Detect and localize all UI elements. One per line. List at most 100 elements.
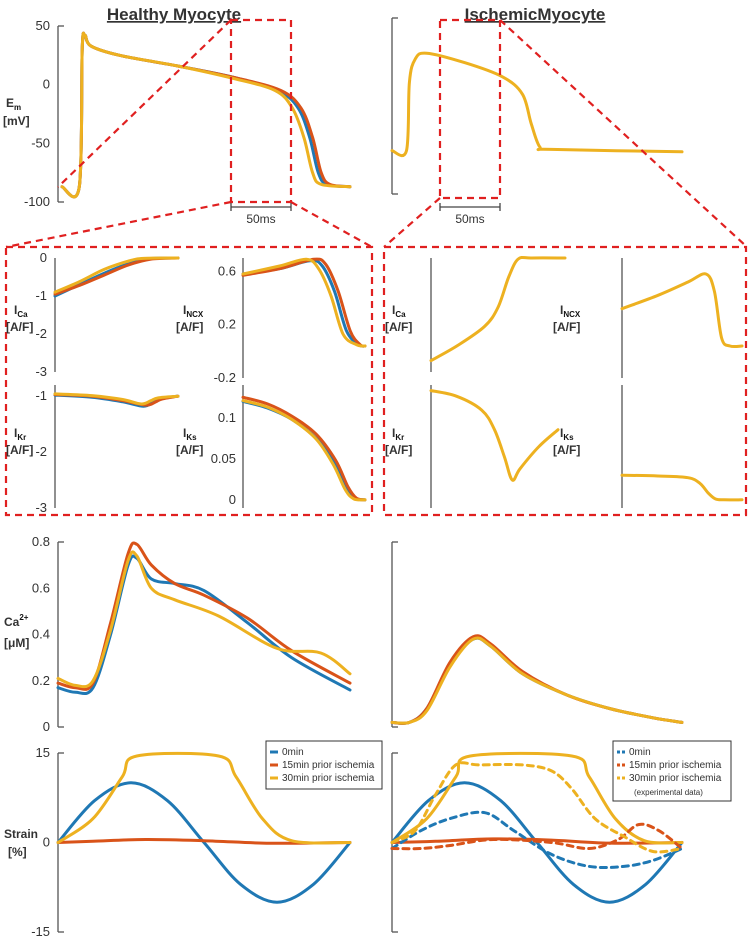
healthy-title: Healthy Myocyte <box>107 5 241 24</box>
legend-ischemic-2: 30min prior ischemia <box>629 773 722 784</box>
svg-text:ICa: ICa <box>392 303 406 319</box>
iks-healthy-series <box>241 395 367 502</box>
ischemic-zoom-box <box>438 18 502 200</box>
ikr-label: IKr <box>14 426 26 442</box>
ca-healthy-yticks: 0.8 0.6 0.4 0.2 0 <box>32 534 50 734</box>
ikr-healthy-series-2 <box>53 392 180 406</box>
legend-ischemic-note: (experimental data) <box>634 788 703 797</box>
strain-healthy-yticks: 15 0 -15 <box>31 745 50 939</box>
ikr-healthy-ytick-2: -3 <box>35 500 47 515</box>
ca-healthy-ytick-0: 0.8 <box>32 534 50 549</box>
iks-healthy-ytick-1: 0.05 <box>211 451 236 466</box>
strain-healthy-series-0 <box>56 781 352 904</box>
ca-healthy-series-2 <box>56 550 352 689</box>
ca-ischemic-series <box>390 634 684 725</box>
incx-ischemic-series-0 <box>620 272 744 349</box>
ca-unit: [μM] <box>4 636 29 650</box>
incx-unit: [A/F] <box>176 320 203 334</box>
incx-healthy-ytick-0: 0.6 <box>218 263 236 278</box>
healthy-zoom-box <box>229 18 293 204</box>
ica-healthy-panel: ICa [A/F] 0 -1 -2 -3 <box>6 250 180 379</box>
ikr-unit: [A/F] <box>6 443 33 457</box>
incx-healthy-series <box>241 257 367 348</box>
strain-healthy-ytick-1: 0 <box>43 835 50 850</box>
healthy-scale-bar: 50ms <box>230 203 292 226</box>
iks-healthy-panel: IKs [A/F] 0.1 0.05 0 <box>176 385 367 508</box>
strain-ischemic-series-4 <box>390 822 684 851</box>
svg-text:INCX: INCX <box>560 303 581 319</box>
ca-healthy-ytick-2: 0.4 <box>32 627 50 642</box>
iks-healthy-yticks: 0.1 0.05 0 <box>211 410 236 507</box>
strain-healthy-series-2 <box>56 751 352 845</box>
em-healthy-series <box>60 31 352 199</box>
em-ischemic-panel <box>390 17 684 195</box>
strain-unit: [%] <box>8 845 27 859</box>
svg-text:IKr: IKr <box>392 426 404 442</box>
ikr-ischemic-series-0 <box>429 389 560 482</box>
strain-healthy-ytick-2: -15 <box>31 924 50 939</box>
iks-healthy-ytick-2: 0 <box>229 492 236 507</box>
strain-ischemic-series-3 <box>390 810 684 870</box>
ca-healthy-panel: Ca2+ [μM] 0.8 0.6 0.4 0.2 0 <box>4 534 352 734</box>
ca-healthy-series <box>56 541 352 696</box>
em-ischemic-series-0 <box>390 51 684 158</box>
iks-unit: [A/F] <box>176 443 203 457</box>
ca-ischemic-panel <box>390 541 684 728</box>
em-healthy-yticks: 50 0 -50 -100 <box>24 18 50 209</box>
strain-ischemic-series <box>390 751 684 904</box>
zoom-indicators <box>4 18 748 517</box>
strain-healthy-series <box>56 751 352 904</box>
incx-healthy-yticks: 0.6 0.2 -0.2 <box>214 263 236 385</box>
legend-ischemic-0: 0min <box>629 747 651 758</box>
em-healthy-ytick-3: -100 <box>24 194 50 209</box>
iks-label: IKs <box>183 426 197 442</box>
legend-healthy-0: 0min <box>282 747 304 758</box>
ischemic-scale-bar: 50ms <box>439 203 501 226</box>
ca-ischemic-series-2 <box>390 636 684 725</box>
ikr-healthy-ytick-1: -2 <box>35 444 47 459</box>
ca-ischemic-series-1 <box>390 634 684 725</box>
ica-ischemic-panel: ICa [A/F] <box>385 255 567 372</box>
em-ischemic-series <box>390 51 684 158</box>
incx-healthy-panel: INCX [A/F] 0.6 0.2 -0.2 <box>176 257 367 385</box>
healthy-current-box <box>4 245 374 517</box>
ica-healthy-series <box>53 256 180 298</box>
ischemic-scale-label: 50ms <box>455 212 484 226</box>
legend-healthy: 0min 15min prior ischemia 30min prior is… <box>265 740 383 790</box>
ischemic-current-box <box>382 245 748 517</box>
strain-ischemic-series-5 <box>390 761 684 854</box>
ikr-healthy-panel: IKr [A/F] -1 -2 -3 <box>6 385 180 515</box>
ca-label: Ca2+ <box>4 613 29 629</box>
strain-ischemic-series-2 <box>390 751 684 845</box>
ica-ischemic-series-0 <box>429 255 567 363</box>
incx-healthy-series-2 <box>241 257 367 348</box>
incx-ischemic-series <box>620 272 744 349</box>
ica-label: ICa <box>14 303 28 319</box>
ca-healthy-ytick-4: 0 <box>43 719 50 734</box>
strain-healthy-ytick-0: 15 <box>36 745 50 760</box>
ca-healthy-ytick-3: 0.2 <box>32 673 50 688</box>
strain-ischemic-panel <box>390 751 684 933</box>
ica-healthy-series-2 <box>53 256 180 294</box>
em-healthy-panel: Em [mV] 50 0 -50 -100 <box>3 18 352 209</box>
em-healthy-ytick-0: 50 <box>36 18 50 33</box>
ica-unit: [A/F] <box>6 320 33 334</box>
iks-ischemic-series <box>620 473 744 502</box>
em-healthy-series-1 <box>60 31 352 199</box>
incx-healthy-series-1 <box>241 257 367 348</box>
svg-text:[A/F]: [A/F] <box>553 443 580 457</box>
svg-text:[A/F]: [A/F] <box>553 320 580 334</box>
ica-healthy-yticks: 0 -1 -2 -3 <box>35 250 47 379</box>
legend-ischemic: 0min 15min prior ischemia 30min prior is… <box>612 740 732 802</box>
em-healthy-series-2 <box>60 31 352 199</box>
ikr-healthy-series <box>53 392 180 408</box>
legend-ischemic-1: 15min prior ischemia <box>629 760 722 771</box>
incx-label: INCX <box>183 303 204 319</box>
em-unit: [mV] <box>3 114 30 128</box>
ikr-healthy-ytick-0: -1 <box>35 388 47 403</box>
ischemic-title: IschemicMyocyte <box>465 5 606 24</box>
svg-text:[A/F]: [A/F] <box>385 320 412 334</box>
em-healthy-ytick-2: -50 <box>31 135 50 150</box>
ica-healthy-ytick-0: 0 <box>40 250 47 265</box>
em-label: Em <box>6 96 21 112</box>
